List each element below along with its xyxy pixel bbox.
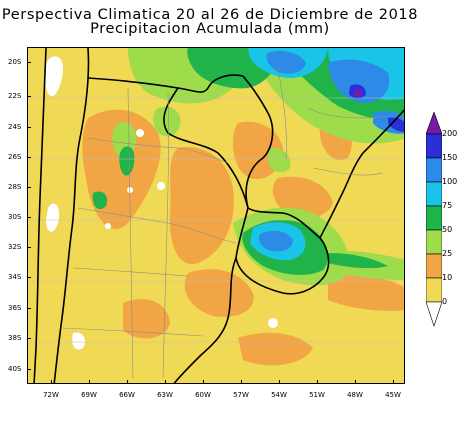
lat-label-34s: 34S (8, 273, 22, 281)
lat-label-22s: 22S (8, 92, 22, 100)
lon-label-72w: 72W (43, 391, 59, 399)
tick-lon (127, 380, 128, 384)
lat-label-30s: 30S (8, 213, 22, 221)
tick-lon (317, 380, 318, 384)
country-borders (33, 48, 404, 383)
lon-label-60w: 60W (195, 391, 211, 399)
lat-label-24s: 24S (8, 123, 22, 131)
tick-lon (203, 380, 204, 384)
colorbar-white-tip (426, 301, 442, 327)
precipitation-map (27, 47, 405, 384)
pacific-ocean (28, 48, 46, 383)
tick-lon (51, 380, 52, 384)
legend-label-200: 200 (442, 129, 458, 138)
legend-label-150: 150 (442, 153, 458, 162)
lon-label-51w: 51W (309, 391, 325, 399)
lon-label-63w: 63W (157, 391, 173, 399)
colorbar-75-100 (426, 181, 442, 207)
tick-lon (165, 380, 166, 384)
lat-label-20s: 20S (8, 58, 22, 66)
lat-label-40s: 40S (8, 365, 22, 373)
lat-label-28s: 28S (8, 183, 22, 191)
tick-lat (27, 157, 31, 158)
colorbar-50-75 (426, 205, 442, 231)
lon-label-48w: 48W (347, 391, 363, 399)
tick-lat (27, 217, 31, 218)
colorbar-100-150 (426, 157, 442, 183)
orange-zones (82, 108, 404, 366)
tick-lat (27, 127, 31, 128)
tick-lat (27, 277, 31, 278)
legend-label-10: 10 (442, 273, 453, 282)
lat-label-38s: 38S (8, 334, 22, 342)
lat-label-36s: 36S (8, 304, 22, 312)
tick-lon (393, 380, 394, 384)
colorbar-10-25 (426, 253, 442, 279)
tick-lat (27, 308, 31, 309)
map-canvas (28, 48, 404, 383)
tick-lat (27, 96, 31, 97)
blue-zones (258, 51, 404, 252)
tick-lon (241, 380, 242, 384)
lon-label-54w: 54W (271, 391, 287, 399)
lat-label-32s: 32S (8, 243, 22, 251)
precipitation-colorbar (426, 112, 442, 327)
tick-lat (27, 369, 31, 370)
legend-label-75: 75 (442, 201, 453, 210)
tick-lat (27, 247, 31, 248)
lon-label-57w: 57W (233, 391, 249, 399)
lon-label-45w: 45W (385, 391, 401, 399)
tick-lon (355, 380, 356, 384)
province-borders (62, 67, 389, 379)
zero-zones (44, 56, 278, 350)
lat-label-26s: 26S (8, 153, 22, 161)
map-title-line1: Perspectiva Climatica 20 al 26 de Diciem… (1, 7, 419, 23)
lon-label-66w: 66W (119, 391, 135, 399)
tick-lat (27, 62, 31, 63)
legend-label-25: 25 (442, 249, 453, 258)
tick-lon (89, 380, 90, 384)
map-title-line2: Precipitacion Acumulada (mm) (90, 21, 330, 37)
colorbar-25-50 (426, 229, 442, 255)
colorbar-0-10 (426, 277, 442, 303)
colorbar-150-200 (426, 133, 442, 159)
tick-lat (27, 338, 31, 339)
colorbar-purple-tip (426, 112, 442, 135)
tick-lon (279, 380, 280, 384)
legend-label-50: 50 (442, 225, 453, 234)
lon-label-69w: 69W (81, 391, 97, 399)
legend-label-0: 0 (442, 297, 448, 306)
tick-lat (27, 187, 31, 188)
purple-spot (354, 89, 362, 97)
legend-label-100: 100 (442, 177, 458, 186)
